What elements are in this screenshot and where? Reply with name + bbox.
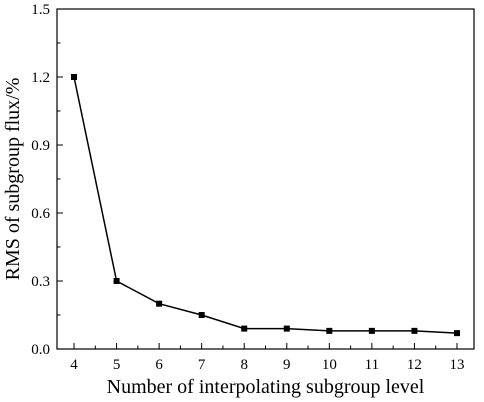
x-tick-label: 13 (449, 357, 464, 373)
x-tick-label: 6 (155, 357, 163, 373)
data-point-marker (113, 278, 120, 284)
y-axis-title: RMS of subgroup flux/% (2, 78, 24, 281)
y-tick-label: 1.2 (31, 70, 50, 86)
plot-frame (56, 8, 475, 350)
y-tick-label: 0.3 (31, 274, 50, 290)
y-tick-label: 1.5 (31, 2, 50, 18)
y-axis-ticks: 0.0 0.3 0.6 0.9 1.2 1.5 (31, 2, 63, 358)
x-tick-label: 7 (198, 357, 206, 373)
data-point-marker (453, 330, 460, 337)
data-point-marker (198, 312, 205, 318)
y-tick-label: 0.9 (31, 138, 50, 154)
data-point-marker (283, 325, 290, 332)
data-point-marker (241, 325, 248, 332)
series-line (73, 76, 458, 334)
x-tick-label: 11 (365, 357, 379, 373)
x-axis-title: Number of interpolating subgroup level (107, 376, 425, 398)
data-point-marker (156, 300, 163, 307)
plot-area (71, 74, 460, 337)
data-point-marker (326, 327, 333, 334)
x-axis-ticks: 4 5 6 7 8 9 10 11 12 13 (70, 343, 464, 373)
y-tick-label: 0.0 (31, 342, 50, 358)
x-tick-label: 10 (322, 357, 337, 373)
x-tick-label: 4 (70, 357, 78, 373)
y-tick-label: 0.6 (31, 206, 50, 222)
x-tick-label: 5 (113, 357, 121, 373)
data-point-marker (71, 74, 78, 80)
x-tick-label: 8 (240, 357, 248, 373)
x-tick-label: 9 (283, 357, 291, 373)
x-tick-label: 12 (407, 357, 422, 373)
data-point-marker (411, 327, 418, 334)
data-point-marker (368, 327, 375, 334)
